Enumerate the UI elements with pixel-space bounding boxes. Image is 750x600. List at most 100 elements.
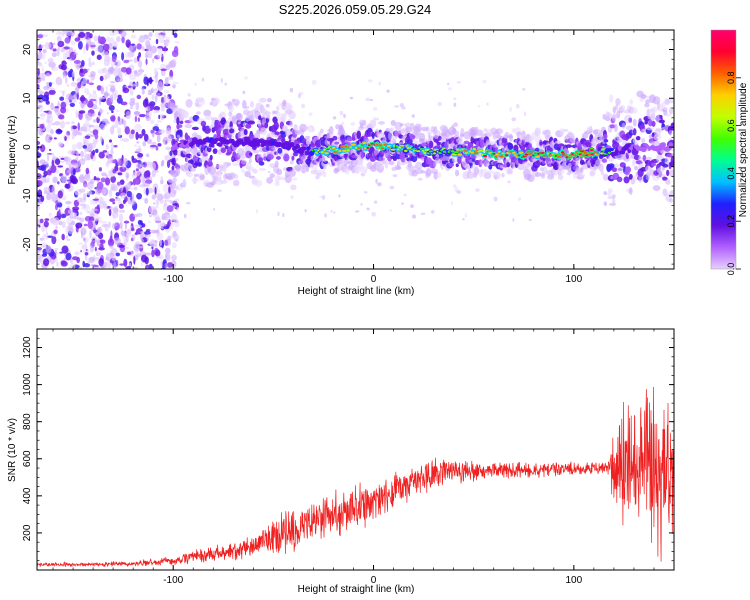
heatmap-cell (70, 175, 77, 184)
heatmap-cell (194, 82, 198, 86)
heatmap-cell (71, 94, 77, 104)
heatmap-cell (140, 87, 145, 91)
heatmap-cell (125, 266, 132, 269)
heatmap-cell (105, 85, 109, 92)
heatmap-cell (269, 173, 275, 179)
heatmap-cell (57, 190, 63, 199)
heatmap-cell (88, 94, 95, 101)
heatmap-cell (90, 70, 96, 77)
heatmap-cell (447, 87, 452, 91)
heatmap-cell (120, 66, 128, 73)
heatmap-cell (37, 145, 40, 150)
heatmap-cell (69, 58, 73, 62)
heatmap-cell (171, 165, 175, 171)
heatmap-cell (154, 249, 161, 257)
heatmap-cell (417, 177, 423, 181)
heatmap-cell (401, 162, 406, 166)
heatmap-cell (277, 147, 283, 154)
heatmap-cell (75, 222, 83, 229)
heatmap-cell (41, 224, 45, 233)
heatmap-cell (86, 112, 92, 121)
heatmap-cell (139, 35, 145, 38)
heatmap-cell (522, 161, 530, 170)
heatmap-cell (65, 235, 69, 240)
heatmap-cell (273, 121, 279, 130)
snr-y-label: SNR (10 * v/v) (7, 418, 18, 482)
heatmap-cell (93, 212, 99, 222)
heatmap-cell (193, 147, 198, 156)
heatmap-cell (96, 251, 101, 257)
heatmap-cell (179, 130, 183, 138)
heatmap-cell (61, 245, 69, 254)
heatmap-cell (175, 167, 181, 176)
heatmap-cell (96, 85, 102, 91)
heatmap-cell (83, 263, 91, 268)
heatmap-cell (139, 167, 145, 175)
heatmap-cell (168, 219, 171, 227)
heatmap-cell (71, 131, 75, 140)
heatmap-cell (493, 196, 498, 202)
heatmap-cell (219, 111, 226, 120)
heatmap-cell (45, 186, 51, 194)
heatmap-cell (112, 201, 116, 205)
heatmap-cell (164, 262, 168, 269)
heatmap-cell (559, 128, 565, 136)
heatmap-cell (171, 242, 177, 249)
x-tick-label: -100 (163, 274, 183, 285)
heatmap-cell (117, 129, 122, 138)
heatmap-cell (214, 137, 219, 142)
heatmap-cell (356, 130, 362, 140)
heatmap-cell (80, 150, 84, 158)
heatmap-cell (322, 171, 327, 178)
heatmap-cell (645, 172, 650, 181)
heatmap-cell (191, 178, 200, 182)
heatmap-cell (475, 188, 480, 192)
heatmap-cell (120, 192, 127, 199)
heatmap-cell (276, 156, 281, 160)
heatmap-cell (164, 95, 170, 104)
heatmap-cell (83, 73, 87, 76)
heatmap-cell (83, 152, 88, 161)
heatmap-cell (195, 102, 200, 108)
heatmap-cell (133, 186, 138, 191)
heatmap-peak (331, 146, 336, 150)
heatmap-cell (586, 126, 591, 136)
heatmap-cell (97, 115, 101, 119)
heatmap-cell (56, 128, 62, 133)
heatmap-cell (113, 41, 118, 48)
heatmap-cell (107, 238, 115, 247)
heatmap-cell (633, 165, 639, 171)
heatmap-cell (92, 237, 95, 240)
heatmap-cell (124, 223, 128, 230)
heatmap-cell (394, 105, 400, 108)
heatmap-cell (105, 253, 112, 261)
heatmap-cell (88, 62, 92, 68)
heatmap-cell (180, 110, 188, 119)
heatmap-cell (37, 68, 40, 77)
colorbar-gradient (711, 30, 736, 269)
heatmap-cell (80, 81, 84, 90)
heatmap-cell (145, 153, 150, 158)
heatmap-cell (228, 104, 235, 113)
heatmap-cell (621, 122, 626, 129)
heatmap-peak (473, 152, 479, 155)
heatmap-cell (113, 92, 117, 101)
heatmap-cell (456, 190, 462, 194)
heatmap-cell (577, 173, 586, 178)
heatmap-cell (420, 170, 426, 174)
heatmap-cell (105, 162, 110, 168)
heatmap-cell (644, 120, 649, 125)
heatmap-cell (185, 98, 193, 108)
heatmap-cell (140, 254, 148, 263)
heatmap-cell (100, 221, 108, 224)
heatmap-cell (110, 126, 115, 135)
heatmap-cell (436, 141, 442, 146)
heatmap-cell (44, 218, 50, 221)
heatmap-cell (168, 186, 171, 195)
heatmap-cell (146, 50, 154, 57)
heatmap-cell (517, 197, 522, 201)
heatmap-cell (164, 199, 172, 202)
heatmap-cell (378, 131, 385, 139)
heatmap-cell (97, 35, 102, 44)
